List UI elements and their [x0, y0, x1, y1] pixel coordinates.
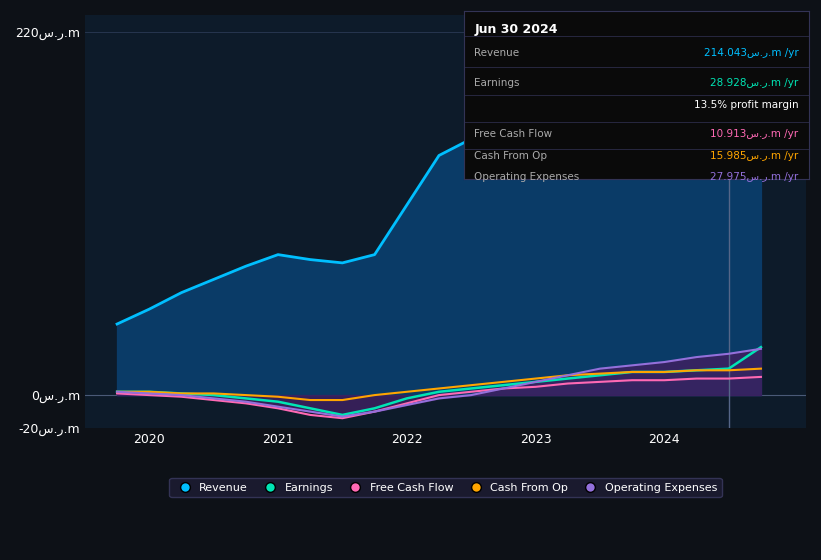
Text: 28.928س.ر.m /yr: 28.928س.ر.m /yr [710, 78, 798, 88]
Text: 10.913س.ر.m /yr: 10.913س.ر.m /yr [710, 129, 798, 139]
Text: 27.975س.ر.m /yr: 27.975س.ر.m /yr [710, 172, 798, 183]
Text: Free Cash Flow: Free Cash Flow [475, 129, 553, 139]
Text: Operating Expenses: Operating Expenses [475, 172, 580, 183]
Text: Jun 30 2024: Jun 30 2024 [475, 23, 557, 36]
Text: Cash From Op: Cash From Op [475, 151, 548, 161]
Legend: Revenue, Earnings, Free Cash Flow, Cash From Op, Operating Expenses: Revenue, Earnings, Free Cash Flow, Cash … [169, 478, 722, 497]
Text: Revenue: Revenue [475, 48, 520, 58]
Text: 13.5% profit margin: 13.5% profit margin [694, 100, 798, 110]
Text: 15.985س.ر.m /yr: 15.985س.ر.m /yr [710, 151, 798, 161]
Text: 214.043س.ر.m /yr: 214.043س.ر.m /yr [704, 48, 798, 58]
Text: Earnings: Earnings [475, 78, 520, 88]
